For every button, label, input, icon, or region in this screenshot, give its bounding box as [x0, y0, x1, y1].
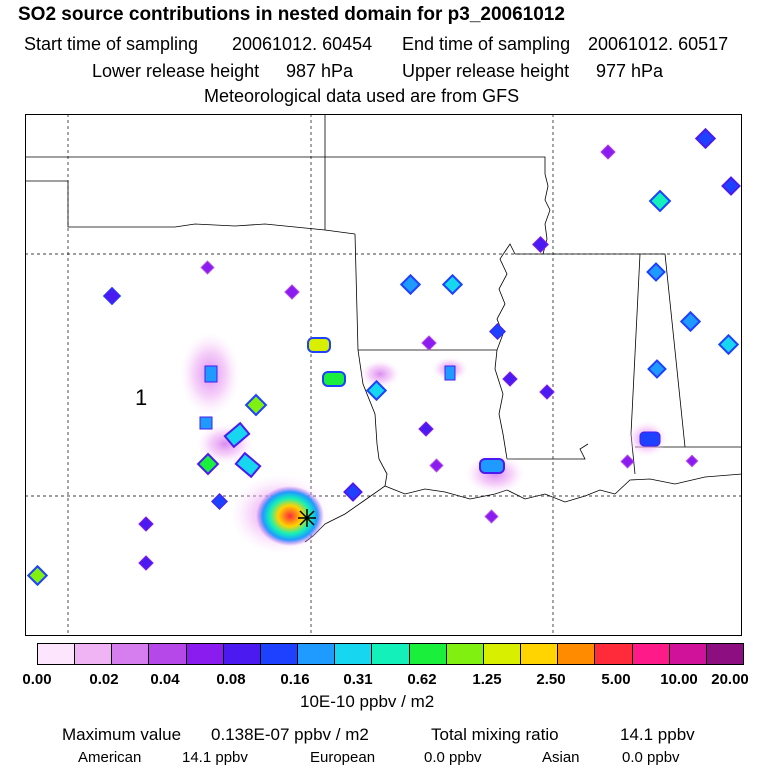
hotspot: [502, 371, 518, 387]
hotspot: [418, 421, 434, 437]
colorbar-swatch: [75, 644, 113, 664]
colorbar-tick-label: 0.62: [407, 671, 437, 688]
american-value: 14.1 ppbv: [182, 749, 248, 766]
hotspot: [223, 421, 251, 449]
colorbar-swatch: [632, 644, 670, 664]
hotspot: [620, 454, 635, 469]
hotspot: [685, 454, 699, 468]
colorbar-swatch: [260, 644, 299, 664]
hotspot: [421, 335, 437, 351]
plot-title: SO2 source contributions in nested domai…: [18, 4, 565, 25]
hotspot: [284, 284, 300, 300]
hotspot: [489, 323, 506, 340]
colorbar-tick-label: 0.16: [280, 671, 310, 688]
hotspot: [429, 458, 444, 473]
colorbar-swatch: [112, 644, 150, 664]
colorbar-tick-label: 5.00: [601, 671, 631, 688]
colorbar-tick-label: 0.31: [343, 671, 373, 688]
colorbar: [37, 643, 744, 665]
hotspot: [648, 189, 672, 213]
colorbar-tick-label: 0.00: [22, 671, 52, 688]
colorbar-swatch: [372, 644, 410, 664]
hotspot: [199, 416, 213, 430]
colorbar-tick-label: 0.02: [89, 671, 119, 688]
hotspot: [102, 286, 122, 306]
start-time-value: 20061012. 60454: [232, 34, 373, 54]
concentration-map: 1: [25, 114, 742, 636]
colorbar-swatch: [558, 644, 596, 664]
colorbar-swatch: [446, 644, 484, 664]
colorbar-swatch: [706, 644, 743, 664]
european-value: 0.0 ppbv: [424, 749, 482, 766]
colorbar-swatch: [223, 644, 261, 664]
colorbar-swatch: [298, 644, 336, 664]
colorbar-tick-label: 1.25: [472, 671, 502, 688]
upper-height-value: 977 hPa: [596, 61, 664, 81]
region-label: 1: [135, 385, 147, 410]
hotspot: [484, 509, 499, 524]
total-mixing-value: 14.1 ppbv: [620, 725, 695, 744]
upper-height-label: Upper release height: [402, 61, 570, 81]
hotspot: [343, 482, 363, 502]
colorbar-swatch: [38, 644, 76, 664]
hotspot: [307, 337, 331, 353]
hotspot: [532, 236, 549, 253]
met-data-note: Meteorological data used are from GFS: [204, 86, 520, 106]
colorbar-units: 10E-10 ppbv / m2: [300, 692, 435, 711]
colorbar-tick-label: 10.00: [660, 671, 698, 688]
start-time-label: Start time of sampling: [24, 34, 199, 54]
colorbar-swatch: [483, 644, 522, 664]
colorbar-tick-label: 0.04: [150, 671, 180, 688]
hotspot: [441, 273, 464, 296]
colorbar-swatch: [409, 644, 447, 664]
hotspot: [479, 458, 505, 474]
colorbar-tick-label: 20.00: [711, 671, 749, 688]
colorbar-tick-label: 2.50: [536, 671, 566, 688]
colorbar-swatch: [149, 644, 187, 664]
hotspot: [639, 431, 661, 447]
source-plume: [256, 486, 324, 546]
hotspot: [444, 365, 456, 381]
hotspot: [200, 260, 215, 275]
hotspot: [600, 144, 616, 160]
hotspot: [234, 451, 262, 479]
asian-value: 0.0 ppbv: [622, 749, 680, 766]
hotspot: [679, 310, 702, 333]
american-label: American: [78, 749, 142, 766]
hotspot: [646, 262, 666, 282]
colorbar-tick-label: 0.08: [216, 671, 246, 688]
hotspot: [694, 127, 717, 150]
hotspot: [647, 359, 667, 379]
hotspot: [211, 493, 228, 510]
hotspot: [196, 452, 220, 476]
hotspot: [204, 365, 218, 383]
asian-label: Asian: [542, 749, 580, 766]
hotspot: [539, 384, 555, 400]
max-value: 0.138E-07 ppbv / m2: [211, 725, 369, 744]
grid-lines: [25, 114, 742, 636]
hotspot: [717, 333, 740, 356]
colorbar-swatch: [669, 644, 707, 664]
hotspot: [365, 379, 388, 402]
hotspot: [138, 555, 154, 571]
hotspot: [26, 564, 49, 587]
hotspot: [399, 273, 422, 296]
hotspot: [138, 516, 154, 532]
colorbar-swatch: [335, 644, 373, 664]
lower-height-label: Lower release height: [92, 61, 260, 81]
colorbar-swatch: [186, 644, 224, 664]
hotspot: [322, 371, 346, 387]
source-location-marker: [298, 509, 316, 527]
lower-height-value: 987 hPa: [286, 61, 354, 81]
max-value-label: Maximum value: [62, 725, 182, 744]
end-time-label: End time of sampling: [402, 34, 571, 54]
hotspots: [26, 127, 741, 587]
end-time-value: 20061012. 60517: [588, 34, 729, 54]
colorbar-swatch: [595, 644, 633, 664]
total-mixing-label: Total mixing ratio: [431, 725, 559, 744]
colorbar-swatch: [521, 644, 559, 664]
hotspot: [721, 176, 741, 196]
european-label: European: [310, 749, 376, 766]
hotspot: [244, 393, 268, 417]
